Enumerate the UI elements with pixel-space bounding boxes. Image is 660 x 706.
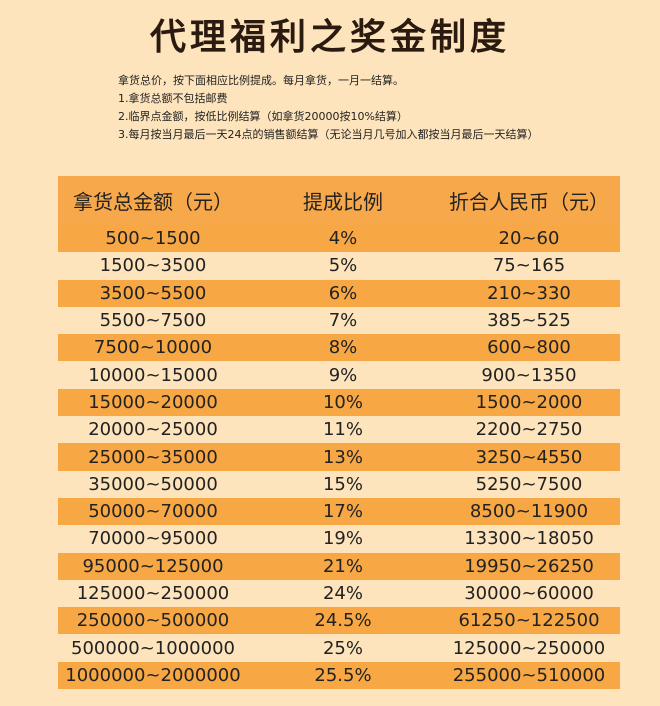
table-cell: 255000~510000	[452, 664, 606, 686]
table-cell: 600~800	[487, 337, 571, 359]
column-header: 拿货总金额（元）	[73, 190, 233, 214]
table-cell: 15000~20000	[88, 391, 218, 413]
table-cell: 8%	[328, 337, 358, 359]
table-cell: 125000~250000	[76, 583, 230, 604]
table-row: 250000~500000 24.5% 61250~122500	[58, 607, 620, 635]
column-header: 提成比例	[303, 190, 383, 214]
table-row: 5500~7500 7% 385~525	[58, 307, 620, 334]
note-line: 1.拿货总额不包括邮费	[118, 92, 228, 105]
table-row: 35000~50000 15% 5250~7500	[58, 471, 620, 498]
table-row: 20000~25000 11% 2200~2750	[58, 416, 620, 443]
table-row: 500~1500 4% 20~60	[58, 225, 620, 253]
table-cell: 500000~1000000	[71, 637, 235, 659]
table-cell: 15%	[322, 473, 363, 495]
table-row: 1500~3500 5% 75~165	[58, 252, 620, 279]
table-cell: 7500~10000	[93, 337, 213, 359]
table-cell: 21%	[322, 555, 363, 577]
table-cell: 5500~7500	[99, 310, 207, 332]
header-row: 拿货总金额（元） 提成比例 折合人民币（元）	[58, 176, 620, 225]
table-row: 25000~35000 13% 3250~4550	[58, 443, 620, 471]
table-cell: 25000~35000	[88, 446, 218, 468]
table-cell: 13300~18050	[464, 528, 594, 550]
table-row: 1000000~2000000 25.5% 255000~510000	[58, 661, 620, 690]
table-cell: 25.5%	[314, 664, 372, 686]
table-row: 3500~5500 6% 210~330	[58, 279, 620, 307]
table-cell: 95000~125000	[82, 555, 224, 577]
table-cell: 1000000~2000000	[65, 664, 241, 686]
table-cell: 19950~26250	[464, 555, 594, 577]
title: 代理福利之奖金制度	[149, 16, 510, 58]
table-cell: 1500~2000	[475, 391, 583, 413]
table-cell: 20~60	[498, 228, 560, 250]
notes: 拿货总价，按下面相应比例提成。每月拿货，一月一结算。 1.拿货总额不包括邮费 2.临…	[118, 72, 539, 144]
table-cell: 24.5%	[314, 610, 372, 632]
table-cell: 24%	[322, 583, 363, 604]
table-cell: 210~330	[487, 282, 571, 304]
table-cell: 35000~50000	[88, 473, 218, 495]
table-cell: 50000~70000	[88, 501, 218, 523]
table-cell: 9%	[328, 364, 358, 386]
table-cell: 125000~250000	[452, 637, 606, 659]
table-row: 125000~250000 24% 30000~60000	[58, 580, 620, 607]
table-cell: 11%	[322, 419, 363, 441]
table-cell: 19%	[322, 528, 363, 550]
table-cell: 250000~500000	[76, 610, 230, 632]
table-row: 95000~125000 21% 19950~26250	[58, 552, 620, 580]
table: 拿货总金额（元） 提成比例 折合人民币（元） 500~1500 4% 20~60 1500~…	[58, 176, 620, 690]
table-cell: 900~1350	[481, 364, 577, 386]
table-cell: 5250~7500	[475, 473, 583, 495]
table-cell: 5%	[328, 255, 358, 277]
table-row: 70000~95000 19% 13300~18050	[58, 525, 620, 552]
table-row: 10000~15000 9% 900~1350	[58, 361, 620, 388]
table-row: 7500~10000 8% 600~800	[58, 334, 620, 362]
table-cell: 70000~95000	[88, 528, 218, 550]
table-cell: 7%	[328, 310, 358, 332]
table-cell: 385~525	[487, 310, 571, 332]
table-cell: 500~1500	[105, 228, 201, 250]
column-header: 折合人民币（元）	[449, 190, 609, 214]
note-line: 2.临界点金额，按低比例结算（如拿货20000按10%结算）	[118, 110, 408, 123]
table-cell: 3500~5500	[99, 282, 207, 304]
table-cell: 1500~3500	[99, 255, 207, 277]
table-row: 500000~1000000 25% 125000~250000	[58, 634, 620, 661]
table-cell: 20000~25000	[88, 419, 218, 441]
table-cell: 13%	[322, 446, 363, 468]
table-cell: 3250~4550	[475, 446, 583, 468]
table-cell: 17%	[322, 501, 363, 523]
table-cell: 25%	[322, 637, 363, 659]
table-cell: 6%	[328, 282, 358, 304]
table-cell: 61250~122500	[458, 610, 600, 632]
table-row: 50000~70000 17% 8500~11900	[58, 497, 620, 526]
table-cell: 10%	[322, 391, 363, 413]
table-cell: 30000~60000	[464, 583, 594, 604]
table-cell: 2200~2750	[475, 419, 583, 441]
table-cell: 4%	[328, 228, 358, 250]
table-cell: 8500~11900	[469, 501, 589, 523]
note-line: 3.每月按当月最后一天24点的销售额结算（无论当月几号加入都按当月最后一天结算）	[118, 128, 539, 141]
table-cell: 10000~15000	[88, 364, 218, 386]
table-cell: 75~165	[492, 255, 566, 277]
table-row: 15000~20000 10% 1500~2000	[58, 388, 620, 417]
note-line: 拿货总价，按下面相应比例提成。每月拿货，一月一结算。	[118, 74, 404, 87]
